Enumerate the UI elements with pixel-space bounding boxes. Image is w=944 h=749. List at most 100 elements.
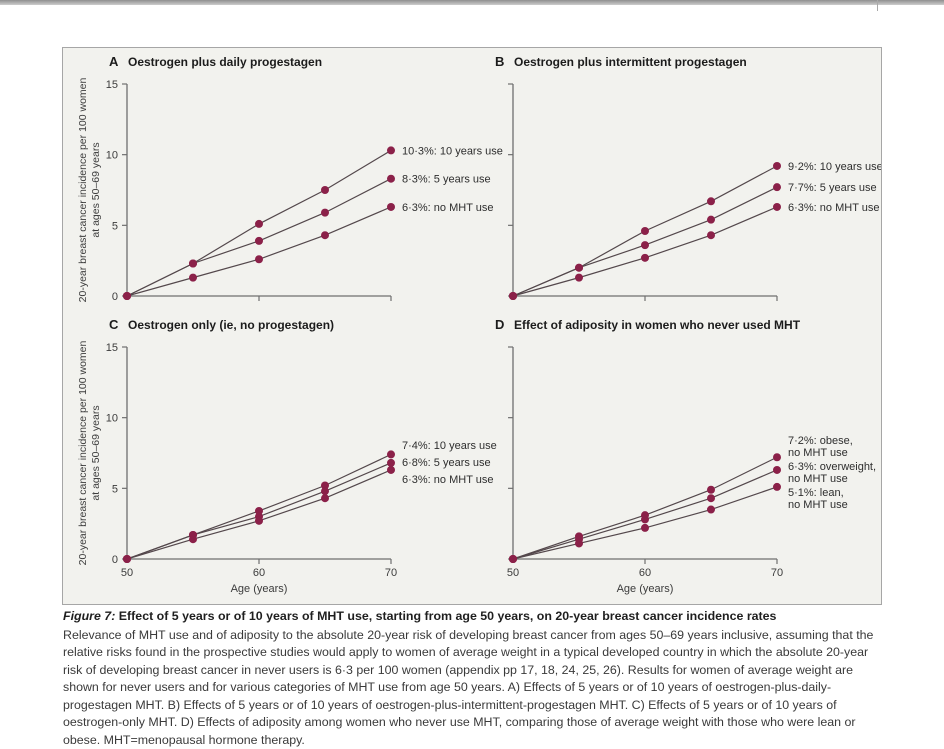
data-point [575,274,583,282]
data-point [189,535,197,543]
data-point [387,450,395,458]
series-label: 10·3%: 10 years use [402,145,503,157]
panel-a-chart: A Oestrogen plus daily progestagen 0 5 10 15 2… [77,54,503,303]
data-point [255,517,263,525]
panel-letter: D [495,317,504,332]
data-point [773,453,781,461]
data-point [123,555,131,563]
y-tick-label: 0 [112,291,118,303]
panel-d-chart: D Effect of adiposity in women who never … [495,317,876,595]
x-tick-label: 60 [639,567,651,579]
series-line [513,207,777,296]
series-line [513,457,777,559]
series-label: 9·2%: 10 years use [788,161,881,173]
y-tick-label: 5 [112,483,118,495]
data-point [321,231,329,239]
series-label: no MHT use [788,447,848,459]
figure-number: Figure 7: [63,609,115,623]
y-tick-label: 15 [106,79,118,91]
series-label: 5·1%: lean, [788,487,844,499]
data-point [575,539,583,547]
y-tick-label: 10 [106,413,118,425]
data-point [575,264,583,272]
y-axis-title-line2: at ages 50–69 years [90,142,102,237]
y-tick-label: 5 [112,220,118,232]
y-axis-title-line1: 20-year breast cancer incidence per 100 … [77,340,89,565]
x-axis-title: Age (years) [231,583,288,595]
x-tick-label: 50 [121,567,133,579]
data-point [387,146,395,154]
panel-letter: A [109,54,119,69]
data-point [123,292,131,300]
series-label: 6·3%: no MHT use [788,202,880,214]
series-line [127,454,391,559]
data-point [189,259,197,267]
series-label: no MHT use [788,473,848,485]
panel-c-chart: C Oestrogen only (ie, no progestagen) 0 5 10… [77,317,497,595]
data-point [707,486,715,494]
y-tick-label: 0 [112,554,118,566]
data-point [707,231,715,239]
data-point [641,254,649,262]
series-label: no MHT use [788,499,848,511]
data-point [387,466,395,474]
panel-title: Effect of adiposity in women who never u… [514,318,801,332]
data-point [189,274,197,282]
x-tick-label: 50 [507,567,519,579]
data-point [773,483,781,491]
series-label: 8·3%: 5 years use [402,174,491,186]
y-tick-label: 15 [106,342,118,354]
caption-title-text: Effect of 5 years or of 10 years of MHT … [119,609,777,623]
series-label: 6·3%: no MHT use [402,474,494,486]
panel-letter: C [109,317,119,332]
data-point [509,555,517,563]
data-point [773,162,781,170]
y-tick-label: 10 [106,150,118,162]
data-point [773,203,781,211]
panel-letter: B [495,54,504,69]
data-point [707,494,715,502]
data-point [707,197,715,205]
data-point [641,515,649,523]
panel-title: Oestrogen plus daily progestagen [128,55,322,69]
data-point [641,227,649,235]
data-point [321,494,329,502]
x-axis-title: Age (years) [617,583,674,595]
figure-panel: A Oestrogen plus daily progestagen 0 5 10 15 2… [62,47,882,605]
series-label: 7·2%: obese, [788,435,853,447]
data-point [321,186,329,194]
y-axis-title-line2: at ages 50–69 years [90,405,102,500]
data-point [387,459,395,467]
x-tick-label: 70 [385,567,397,579]
figure-caption: Figure 7: Effect of 5 years or of 10 yea… [63,608,890,749]
data-point [641,241,649,249]
series-label: 6·3%: no MHT use [402,202,494,214]
caption-body: Relevance of MHT use and of adiposity to… [63,627,890,749]
series-label: 6·8%: 5 years use [402,457,491,469]
figure-charts: A Oestrogen plus daily progestagen 0 5 10 15 2… [63,48,881,604]
series-label: 7·4%: 10 years use [402,440,497,452]
page-top-rule [0,0,944,5]
x-tick-label: 60 [253,567,265,579]
data-point [255,220,263,228]
panel-b-chart: B Oestrogen plus intermittent progestagen… [495,54,881,301]
panel-title: Oestrogen plus intermittent progestagen [514,55,747,69]
data-point [707,506,715,514]
data-point [773,466,781,474]
data-point [641,524,649,532]
data-point [707,216,715,224]
page-column-rule [877,0,878,11]
data-point [321,487,329,495]
caption-title: Figure 7: Effect of 5 years or of 10 yea… [63,608,890,626]
data-point [255,255,263,263]
data-point [773,183,781,191]
data-point [321,209,329,217]
data-point [387,175,395,183]
panel-title: Oestrogen only (ie, no progestagen) [128,318,334,332]
x-tick-label: 70 [771,567,783,579]
series-label: 7·7%: 5 years use [788,182,877,194]
data-point [255,237,263,245]
data-point [387,203,395,211]
y-axis-title-line1: 20-year breast cancer incidence per 100 … [77,77,89,302]
series-label: 6·3%: overweight, [788,461,876,473]
